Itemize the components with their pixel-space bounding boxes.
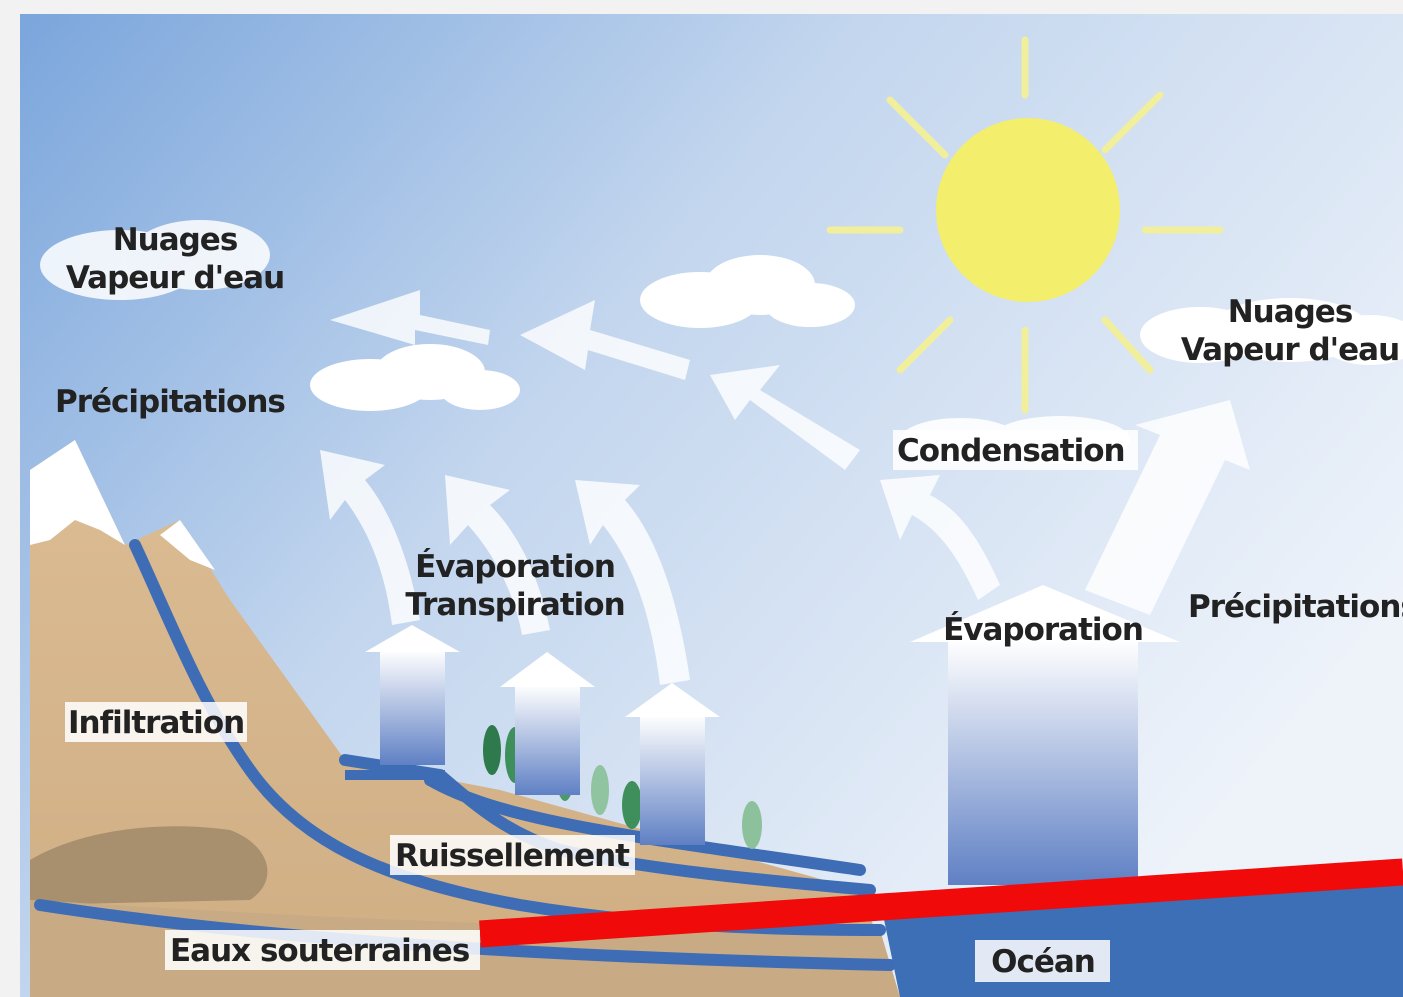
label: Précipitations (55, 384, 285, 420)
sun (826, 36, 1224, 414)
label: Nuages (1228, 294, 1353, 330)
evaporation-columns (365, 585, 1180, 885)
label: Ruissellement (395, 838, 630, 874)
label: Océan (991, 944, 1095, 980)
label: Vapeur d'eau (66, 260, 284, 296)
label: Infiltration (68, 705, 244, 741)
label: Évaporation (943, 612, 1143, 648)
label: Condensation (897, 433, 1125, 469)
label: Transpiration (405, 587, 624, 623)
label: Précipitations (1188, 589, 1403, 625)
label: Évaporation (415, 549, 615, 585)
label: Vapeur d'eau (1181, 332, 1399, 368)
label: Eaux souterraines (170, 933, 469, 969)
annotation-line (479, 858, 1403, 948)
label: Nuages (113, 222, 238, 258)
clouds (40, 220, 1403, 464)
flow-arrows (320, 290, 1250, 685)
